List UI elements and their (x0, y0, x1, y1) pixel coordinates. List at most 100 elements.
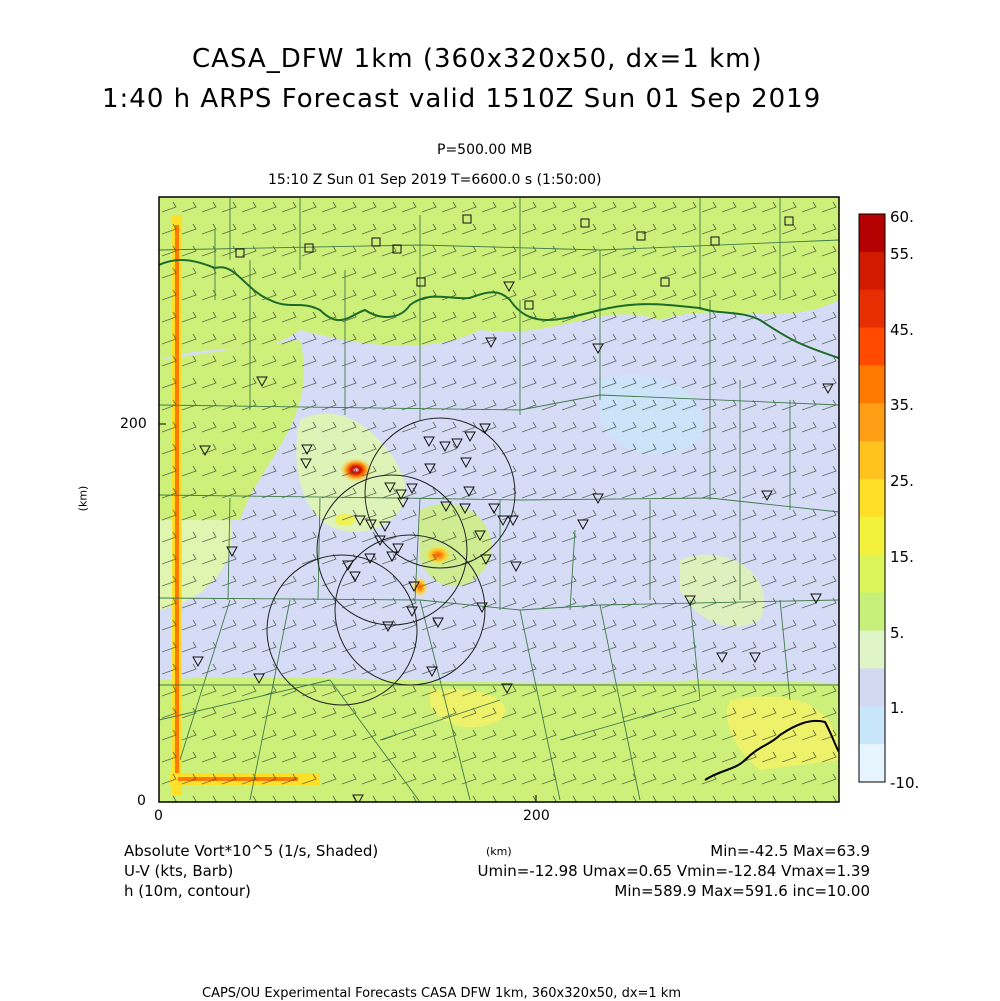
triangle-down-icon (426, 666, 438, 678)
axis-ticks (158, 423, 537, 803)
triangle-down-icon (226, 546, 238, 558)
triangle-down-icon (716, 652, 728, 664)
triangle-down-icon (503, 281, 515, 293)
colorbar-label: 25. (890, 472, 914, 490)
y-axis-unit: (km) (76, 485, 90, 512)
triangle-down-icon (365, 519, 377, 531)
coastline (704, 719, 839, 781)
square-icon (524, 300, 534, 310)
triangle-down-icon (577, 519, 589, 531)
triangle-down-icon (761, 490, 773, 502)
triangle-down-icon (592, 343, 604, 355)
square-icon (392, 244, 402, 254)
triangle-down-icon (199, 445, 211, 457)
contour-minmax: Min=589.9 Max=591.6 inc=10.00 (614, 882, 870, 900)
triangle-down-icon (474, 530, 486, 542)
colorbar-swatch (859, 289, 885, 329)
triangle-down-icon (684, 595, 696, 607)
triangle-down-icon (439, 441, 451, 453)
triangle-down-icon (822, 383, 834, 395)
triangle-down-icon (364, 553, 376, 565)
colorbar-label: 1. (890, 699, 905, 717)
radar-range-circle (316, 474, 468, 626)
colorbar-swatch (859, 441, 885, 480)
x-tick-200: 200 (523, 808, 550, 824)
colorbar-label: 60. (890, 208, 914, 226)
colorbar-swatch (859, 668, 885, 707)
triangle-down-icon (464, 431, 476, 443)
triangle-down-icon (510, 561, 522, 573)
triangle-down-icon (354, 515, 366, 527)
square-icon (710, 236, 720, 246)
triangle-down-icon (352, 794, 364, 802)
triangle-down-icon (408, 581, 420, 593)
shaded-minmax: Min=-42.5 Max=63.9 (710, 842, 870, 860)
colorbar-swatch (859, 516, 885, 556)
colorbar-swatch (859, 365, 885, 404)
triangle-down-icon (406, 606, 418, 618)
pressure-level: P=500.00 MB (437, 142, 533, 158)
state-boundary (159, 258, 839, 359)
field-shaded-label: Absolute Vort*10^5 (1/s, Shaded) (124, 842, 379, 860)
triangle-down-icon (479, 423, 491, 435)
colorbar-label: 35. (890, 396, 914, 414)
title-line-1: CASA_DFW 1km (360x320x50, dx=1 km) (192, 44, 763, 74)
colorbar-swatch (859, 327, 885, 366)
square-icon (304, 243, 314, 253)
radar-range-circle (364, 417, 516, 569)
wind-minmax: Umin=-12.98 Umax=0.65 Vmin=-12.84 Vmax=1… (477, 862, 871, 880)
radar-range-circle (334, 534, 486, 686)
triangle-down-icon (485, 337, 497, 349)
triangle-down-icon (382, 621, 394, 633)
square-icon (371, 237, 381, 247)
triangle-down-icon (592, 493, 604, 505)
colorbar-swatch (859, 479, 885, 518)
colorbar-label: 55. (890, 245, 914, 263)
square-icon (784, 216, 794, 226)
square-icon (580, 218, 590, 228)
square-icon (660, 277, 670, 287)
triangle-down-icon (451, 438, 463, 450)
y-tick-200: 200 (120, 416, 147, 432)
triangle-down-icon (395, 489, 407, 501)
radar-site-markers (192, 281, 834, 802)
triangle-down-icon (342, 560, 354, 572)
x-tick-0: 0 (154, 808, 163, 824)
plot-frame (158, 196, 840, 803)
colorbar-label: 45. (890, 321, 914, 339)
triangle-down-icon (379, 521, 391, 533)
triangle-down-icon (488, 503, 500, 515)
triangle-down-icon (384, 482, 396, 494)
colorbar-frame (858, 213, 886, 783)
colorbar-swatch (859, 403, 885, 442)
square-icon (636, 231, 646, 241)
triangle-down-icon (810, 593, 822, 605)
y-tick-0: 0 (137, 793, 146, 809)
triangle-down-icon (463, 486, 475, 498)
triangle-down-icon (507, 515, 519, 527)
colorbar-label: 5. (890, 624, 905, 642)
triangle-down-icon (301, 444, 313, 456)
triangle-down-icon (480, 554, 492, 566)
triangle-down-icon (501, 683, 513, 695)
square-icon (462, 214, 472, 224)
time-line: 15:10 Z Sun 01 Sep 2019 T=6600.0 s (1:50… (268, 172, 602, 188)
triangle-down-icon (440, 501, 452, 513)
station-markers (235, 214, 794, 310)
triangle-down-icon (386, 551, 398, 563)
colorbar-swatch (859, 214, 885, 253)
field-contour-label: h (10m, contour) (124, 882, 251, 900)
colorbar-swatch (859, 251, 885, 291)
colorbar-swatch (859, 554, 885, 594)
x-axis-unit: (km) (486, 845, 512, 858)
county-lines (159, 198, 839, 802)
triangle-down-icon (253, 673, 265, 685)
colorbar-swatch (859, 630, 885, 669)
square-icon (235, 248, 245, 258)
triangle-down-icon (432, 617, 444, 629)
colorbar (858, 213, 886, 783)
triangle-down-icon (397, 497, 409, 509)
colorbar-label: 15. (890, 548, 914, 566)
colorbar-swatch (859, 744, 885, 783)
